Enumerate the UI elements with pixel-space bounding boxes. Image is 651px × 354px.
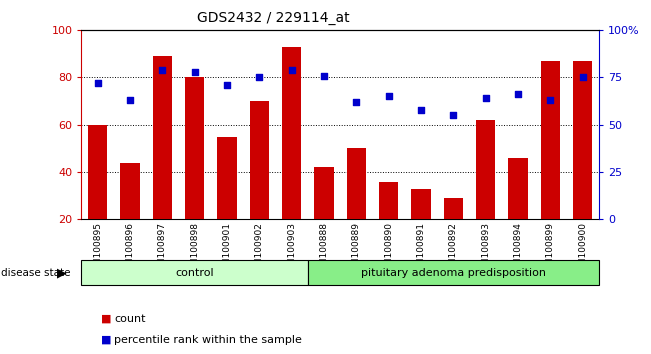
Bar	[249, 101, 269, 219]
Bar	[379, 182, 398, 219]
Bar	[573, 61, 592, 219]
Bar	[411, 189, 431, 219]
Point	[513, 92, 523, 97]
Bar	[88, 125, 107, 219]
Point	[577, 75, 588, 80]
Point	[545, 97, 555, 103]
Point	[92, 80, 103, 86]
Text: control: control	[175, 268, 214, 278]
Bar	[444, 198, 463, 219]
Point	[254, 75, 264, 80]
Bar	[541, 61, 560, 219]
Text: ▶: ▶	[57, 266, 67, 279]
Bar	[308, 260, 599, 285]
Point	[222, 82, 232, 88]
Text: ■: ■	[101, 335, 111, 345]
Point	[416, 107, 426, 113]
Bar	[185, 78, 204, 219]
Bar	[314, 167, 334, 219]
Point	[480, 96, 491, 101]
Text: GDS2432 / 229114_at: GDS2432 / 229114_at	[197, 11, 350, 25]
Bar	[282, 47, 301, 219]
Point	[189, 69, 200, 75]
Bar	[476, 120, 495, 219]
Point	[448, 113, 458, 118]
Point	[319, 73, 329, 78]
Text: pituitary adenoma predisposition: pituitary adenoma predisposition	[361, 268, 546, 278]
Bar	[152, 56, 172, 219]
Text: count: count	[114, 314, 145, 324]
Bar	[120, 162, 139, 219]
Text: ■: ■	[101, 314, 111, 324]
Bar	[346, 148, 366, 219]
Point	[157, 67, 167, 73]
Text: percentile rank within the sample: percentile rank within the sample	[114, 335, 302, 345]
Point	[351, 99, 361, 105]
Point	[383, 93, 394, 99]
Point	[125, 97, 135, 103]
Text: disease state: disease state	[1, 268, 71, 278]
Point	[286, 67, 297, 73]
Bar	[81, 260, 308, 285]
Bar	[508, 158, 528, 219]
Bar	[217, 137, 237, 219]
